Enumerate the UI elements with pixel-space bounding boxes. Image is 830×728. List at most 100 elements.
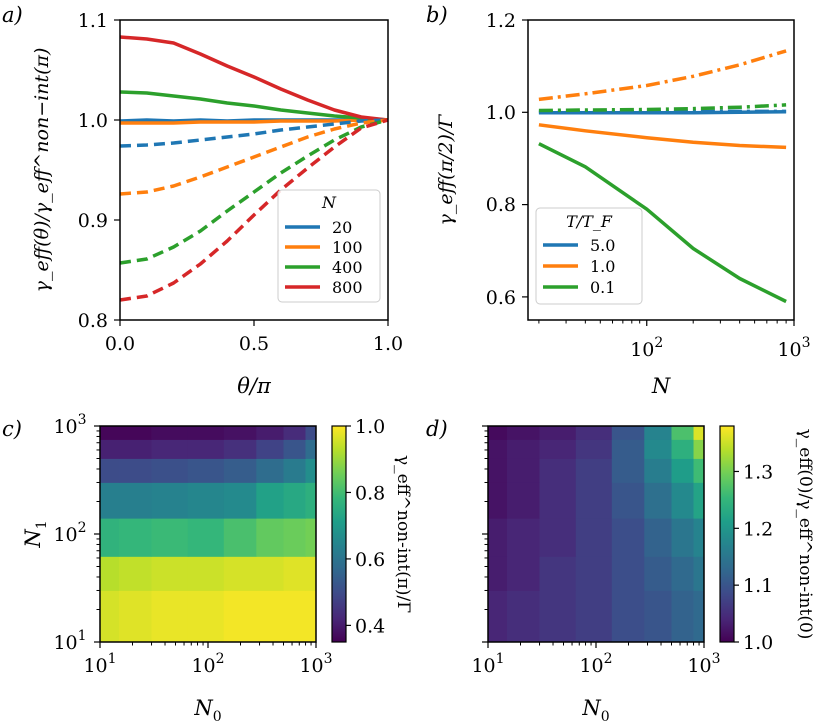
series-line-T0.1-dashdot bbox=[538, 103, 787, 113]
panel-c-label: c) bbox=[2, 417, 22, 441]
heatmap-cell bbox=[151, 556, 189, 591]
heatmap-cell bbox=[119, 458, 152, 483]
c-ylabel-main: N bbox=[21, 529, 45, 549]
heatmap-cell bbox=[488, 426, 508, 440]
a-legend-box bbox=[277, 189, 381, 303]
panel-b-label: b) bbox=[426, 3, 448, 27]
heatmap-cell bbox=[539, 590, 577, 643]
panel-c-heatmap bbox=[100, 426, 317, 643]
d-colorbar-label: γ_eff(0)/γ_eff^non-int(0) bbox=[795, 429, 815, 640]
heatmap-cell bbox=[256, 556, 284, 591]
heatmap-cell bbox=[671, 426, 694, 440]
colorbar-tick-label: 1.1 bbox=[743, 575, 773, 597]
b-ytick-label: 1.0 bbox=[486, 102, 516, 124]
heatmap-cell bbox=[151, 439, 189, 459]
heatmap-cell bbox=[539, 556, 577, 591]
heatmap-cell bbox=[223, 518, 257, 557]
heatmap-cell bbox=[611, 556, 645, 591]
a-legend-label: 400 bbox=[332, 258, 363, 277]
ytick-label: 101 bbox=[53, 628, 86, 654]
heatmap-cell bbox=[575, 556, 613, 591]
heatmap-cell bbox=[305, 556, 317, 591]
heatmap-cell bbox=[187, 518, 225, 557]
series-line-N100-solid bbox=[120, 118, 388, 125]
heatmap-cell bbox=[644, 458, 672, 483]
heatmap-cell bbox=[223, 556, 257, 591]
heatmap-cell bbox=[256, 458, 284, 483]
heatmap-cell bbox=[488, 458, 508, 483]
heatmap-cell bbox=[693, 556, 705, 591]
a-xlabel: θ/π bbox=[237, 374, 272, 398]
heatmap-cell bbox=[507, 439, 540, 459]
heatmap-cell bbox=[283, 482, 306, 519]
heatmap-cell bbox=[119, 482, 152, 519]
panel-d-label: d) bbox=[426, 417, 448, 441]
xtick-exp: 2 bbox=[604, 651, 613, 667]
heatmap-cell bbox=[611, 518, 645, 557]
heatmap-cell bbox=[693, 518, 705, 557]
a-ytick-label: 0.8 bbox=[78, 310, 108, 332]
series-line-T1.0-solid bbox=[538, 123, 787, 150]
panel-b-series bbox=[538, 49, 787, 304]
heatmap-cell bbox=[151, 590, 189, 643]
a-legend-label: 800 bbox=[332, 278, 363, 297]
panel-d: d) 101 102 103 N0 1.01.11.21.3 γ_eff(0)/γ_… bbox=[426, 417, 815, 725]
xtick-exp: 2 bbox=[216, 651, 225, 667]
b-ytick-label: 1.2 bbox=[486, 10, 516, 32]
heatmap-cell bbox=[256, 518, 284, 557]
heatmap-cell bbox=[644, 482, 672, 519]
heatmap-cell bbox=[488, 556, 508, 591]
c-colorbar-label: γ_eff^non-int(π)/Γ bbox=[393, 455, 413, 613]
heatmap-cell bbox=[693, 439, 705, 459]
heatmap-cell bbox=[119, 426, 152, 440]
panel-b: b) 0.6 0.8 1.0 1.2 102 103 N γ_eff(π/2)/Γ… bbox=[426, 3, 811, 398]
heatmap-cell bbox=[187, 426, 225, 440]
heatmap-cell bbox=[507, 426, 540, 440]
heatmap-cell bbox=[256, 426, 284, 440]
heatmap-cell bbox=[611, 439, 645, 459]
colorbar-tick-label: 1.3 bbox=[743, 461, 773, 483]
heatmap-cell bbox=[671, 458, 694, 483]
heatmap-cell bbox=[187, 590, 225, 643]
panel-a: a) 0.8 0.9 1.0 1.1 0.0 0.5 1.0 θ/π γ_eff… bbox=[2, 3, 403, 398]
colorbar-tick-label: 1.0 bbox=[743, 632, 773, 654]
heatmap-cell bbox=[539, 518, 577, 557]
xtick-label: 101 bbox=[83, 651, 116, 677]
b-xtick-exp: 3 bbox=[802, 335, 811, 351]
heatmap-cell bbox=[305, 458, 317, 483]
heatmap-cell bbox=[151, 518, 189, 557]
heatmap-cell bbox=[223, 590, 257, 643]
panel-b-frame bbox=[527, 19, 795, 321]
heatmap-cell bbox=[488, 439, 508, 459]
heatmap-cell bbox=[283, 426, 306, 440]
heatmap-cell bbox=[187, 458, 225, 483]
heatmap-cell bbox=[575, 426, 613, 440]
heatmap-cell bbox=[575, 458, 613, 483]
colorbar-tick-label: 0.4 bbox=[355, 615, 385, 637]
xtick-label: 103 bbox=[299, 651, 332, 677]
colorbar-tick-label: 1.0 bbox=[355, 416, 385, 438]
heatmap-cell bbox=[611, 426, 645, 440]
panel-a-series bbox=[119, 35, 389, 302]
heatmap-cell bbox=[539, 482, 577, 519]
heatmap-cell bbox=[256, 482, 284, 519]
a-xtick-label: 1.0 bbox=[373, 333, 403, 355]
c-colorbar bbox=[331, 425, 347, 643]
heatmap-cell bbox=[611, 482, 645, 519]
d-colorbar bbox=[719, 425, 735, 643]
heatmap-cell bbox=[256, 590, 284, 643]
xtick-label: 102 bbox=[191, 651, 224, 677]
heatmap-cell bbox=[187, 439, 225, 459]
heatmap-cell bbox=[539, 458, 577, 483]
b-xtick-label: 103 bbox=[777, 335, 810, 361]
xtick-exp: 1 bbox=[496, 651, 505, 667]
b-legend-label: 1.0 bbox=[590, 257, 615, 276]
heatmap-cell bbox=[100, 482, 120, 519]
heatmap-cell bbox=[283, 458, 306, 483]
heatmap-cell bbox=[283, 556, 306, 591]
heatmap-cell bbox=[305, 426, 317, 440]
heatmap-cell bbox=[644, 556, 672, 591]
heatmap-cell bbox=[488, 590, 508, 643]
